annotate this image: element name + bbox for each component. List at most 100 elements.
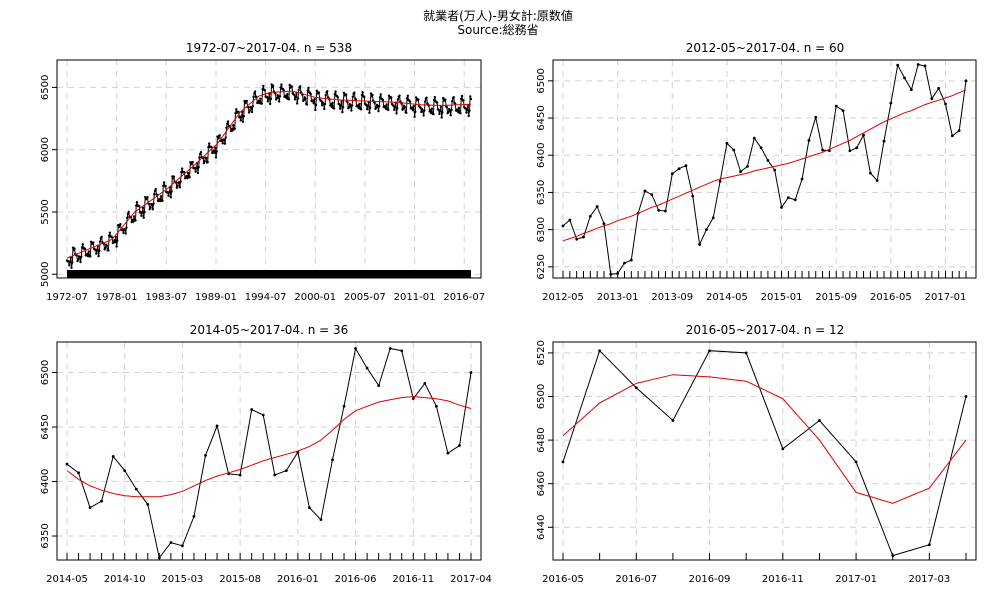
raw-point-44 [862, 133, 865, 137]
trend-line [66, 90, 472, 259]
raw-point-29 [759, 146, 763, 150]
raw-point-178 [199, 150, 203, 154]
raw-point-282 [277, 100, 281, 103]
raw-point-363 [338, 107, 342, 110]
raw-point-142 [172, 175, 176, 178]
raw-point-13 [75, 254, 78, 257]
raw-point-0 [561, 460, 565, 464]
raw-point-48 [889, 101, 893, 105]
raw-point-10 [629, 258, 633, 262]
raw-point-6 [781, 447, 785, 451]
raw-point-321 [307, 86, 310, 90]
raw-point-338 [320, 99, 323, 103]
raw-point-487 [432, 112, 435, 116]
raw-point-24 [342, 404, 346, 408]
raw-point-161 [186, 171, 190, 175]
x-tick-rug [67, 270, 471, 278]
raw-point-36 [807, 138, 811, 142]
raw-point-523 [459, 111, 462, 115]
raw-point-22 [711, 216, 715, 220]
raw-point-34 [458, 444, 461, 447]
raw-point-428 [387, 94, 391, 97]
raw-point-55 [937, 86, 941, 90]
raw-point-524 [460, 97, 463, 101]
x-tick-label-4: 2017-01 [835, 574, 877, 585]
raw-point-525 [460, 94, 464, 98]
raw-point-54 [930, 97, 934, 101]
trend-line [562, 374, 967, 504]
raw-point-221 [232, 124, 235, 127]
raw-point-456 [408, 100, 412, 103]
raw-point-475 [423, 109, 426, 112]
y-tick-label-1: 6300 [536, 217, 547, 242]
raw-point-78 [124, 232, 127, 235]
raw-point-308 [297, 88, 300, 92]
raw-point-423 [384, 104, 387, 108]
raw-point-248 [252, 95, 255, 99]
raw-point-268 [267, 97, 270, 100]
raw-point-213 [226, 122, 229, 126]
trend-line [66, 395, 472, 498]
raw-point-503 [444, 98, 447, 101]
raw-point-167 [191, 160, 194, 164]
raw-point-42 [848, 149, 852, 153]
raw-point-34 [793, 198, 797, 202]
raw-point-367 [341, 105, 345, 109]
raw-point-474 [422, 114, 425, 117]
raw-point-357 [334, 90, 337, 93]
raw-point-328 [312, 102, 315, 105]
raw-series-line [562, 349, 967, 557]
panel-1-title: 1972-07~2017-04. n = 538 [186, 41, 352, 55]
raw-point-174 [196, 171, 200, 175]
raw-point-19 [284, 469, 288, 473]
raw-point-3 [671, 419, 675, 422]
raw-point-365 [340, 100, 343, 103]
y-tick-label-0: 6440 [536, 515, 547, 540]
x-tick-label-2: 2016-09 [689, 574, 731, 585]
raw-series-line [66, 84, 472, 268]
raw-point-153 [180, 167, 184, 170]
raw-point-447 [402, 107, 405, 110]
raw-point-20 [698, 243, 702, 246]
y-tick-label-4: 6450 [536, 105, 547, 130]
panel-1: 1972-07~2017-04. n = 538 5000 5500 6000 650… [40, 41, 485, 303]
x-tick-label-0: 1972-07 [46, 292, 88, 303]
raw-point-403 [368, 106, 372, 109]
raw-point-332 [315, 89, 318, 92]
raw-point-114 [151, 208, 154, 211]
x-tick-label-5: 2000-01 [294, 292, 336, 303]
raw-point-489 [433, 95, 437, 99]
raw-point-35 [800, 177, 804, 181]
x-tick-label-1: 2014-10 [104, 574, 146, 585]
raw-point-288 [282, 88, 285, 92]
raw-point-111 [149, 206, 152, 209]
x-tick-label-6: 2016-05 [870, 292, 912, 303]
raw-point-2 [575, 237, 579, 241]
raw-point-79 [125, 226, 128, 229]
raw-point-427 [387, 108, 390, 112]
raw-point-7 [71, 261, 74, 264]
raw-point-210 [223, 142, 227, 145]
panel-2-title: 2012-05~2017-04. n = 60 [686, 41, 845, 55]
raw-point-272 [270, 83, 273, 86]
raw-point-55 [107, 249, 110, 252]
panel-3: 2014-05~2017-04. n = 36 6350 6400 6450 6500… [40, 323, 492, 585]
raw-point-263 [263, 88, 267, 92]
y-tick-label-1: 5500 [40, 199, 51, 224]
raw-point-12 [643, 189, 647, 193]
x-tick-label-3: 2014-05 [706, 292, 748, 303]
raw-point-18 [684, 164, 688, 168]
raw-point-35 [469, 371, 473, 374]
plot-frame [56, 341, 482, 561]
raw-point-185 [204, 156, 208, 160]
raw-point-57 [950, 134, 954, 138]
raw-point-214 [226, 120, 230, 123]
raw-point-425 [385, 103, 388, 106]
raw-point-319 [305, 103, 309, 106]
raw-point-25 [732, 148, 736, 152]
raw-point-4 [708, 349, 711, 353]
raw-point-339 [320, 104, 324, 107]
raw-point-71 [119, 223, 122, 226]
main-title: 就業者(万人)-男女計:原数値 [423, 8, 573, 23]
